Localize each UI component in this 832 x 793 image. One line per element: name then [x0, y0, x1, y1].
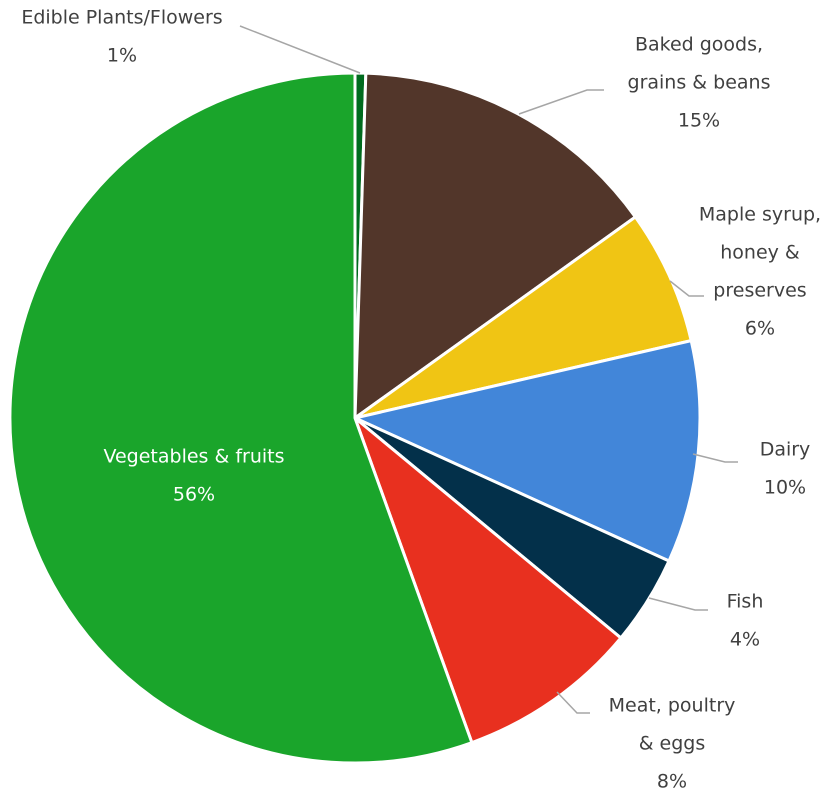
slice-name-line: Meat, poultry [609, 695, 736, 717]
slice-label-edible-plants-flowers: Edible Plants/Flowers 1% [21, 7, 222, 67]
slice-label-maple-syrup-honey-and-preserves: Maple syrup, honey & preserves 6% [699, 204, 821, 340]
pie-slice-maple-syrup-honey-and-preserves [353, 215, 693, 420]
pie-slice-vegetables-and-fruits [8, 71, 474, 765]
slice-name-line: Maple syrup, [699, 204, 821, 226]
slice-label-fish: Fish 4% [727, 591, 764, 651]
slice-percent-label: 6% [745, 318, 775, 340]
leader-lines-layer [239, 25, 738, 714]
slice-label-dairy: Dairy 10% [760, 439, 811, 499]
slice-name-line: honey & [720, 242, 800, 264]
leader-line-edible-plants-flowers [239, 25, 361, 74]
pie-slice-baked-goods-grains-and-beans [353, 71, 637, 420]
leader-line-dairy [692, 453, 738, 463]
slice-percent-label: 56% [173, 484, 215, 506]
slice-percent-label: 4% [730, 629, 760, 651]
labels-layer: Edible Plants/Flowers 1% Baked goods, grain… [21, 7, 821, 793]
leader-line-fish [648, 597, 708, 611]
slices-layer [8, 71, 702, 765]
leader-line-maple-syrup-honey-and-preserves [669, 280, 704, 297]
pie-slice-dairy [353, 339, 702, 563]
slice-percent-label: 1% [107, 45, 137, 67]
slice-label-vegetables-and-fruits: Vegetables & fruits 56% [103, 446, 284, 506]
slice-name-line: Baked goods, [635, 34, 763, 56]
slice-percent-label: 8% [657, 771, 687, 793]
slice-name-line: Vegetables & fruits [103, 446, 284, 468]
slice-percent-label: 10% [764, 477, 806, 499]
slice-label-meat-poultry-and-eggs: Meat, poultry & eggs 8% [609, 695, 736, 793]
slice-name-line: Dairy [760, 439, 811, 461]
slice-name-line: preserves [713, 280, 806, 302]
leader-line-baked-goods-grains-and-beans [518, 89, 604, 115]
slice-name-line: grains & beans [628, 72, 771, 94]
slice-label-baked-goods-grains-and-beans: Baked goods, grains & beans 15% [628, 34, 771, 132]
slice-name-line: Edible Plants/Flowers [21, 7, 222, 29]
slice-percent-label: 15% [678, 110, 720, 132]
slice-name-line: Fish [727, 591, 764, 613]
slice-name-line: & eggs [639, 733, 706, 755]
leader-line-meat-poultry-and-eggs [556, 691, 590, 714]
pie-slice-meat-poultry-and-eggs [353, 416, 623, 745]
